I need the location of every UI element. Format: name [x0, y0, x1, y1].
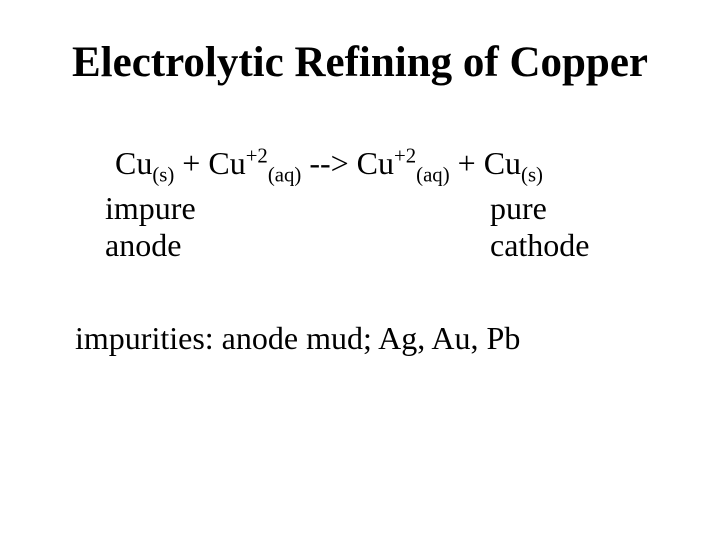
phase-aq2: (aq) [416, 163, 449, 186]
anode-label: impure anode [105, 190, 196, 264]
slide: Electrolytic Refining of Copper Cu(s) + … [0, 0, 720, 540]
cathode-label-line1: pure [490, 190, 590, 227]
species-cu2plus-left: Cu [208, 145, 245, 181]
species-cu2plus-right: Cu [357, 145, 394, 181]
arrow: --> [301, 145, 356, 181]
charge-2plus-right: +2 [394, 144, 416, 167]
impurities-text: impurities: anode mud; Ag, Au, Pb [75, 320, 520, 357]
page-title: Electrolytic Refining of Copper [0, 38, 720, 87]
reaction-equation: Cu(s) + Cu+2(aq) --> Cu+2(aq) + Cu(s) [115, 145, 543, 182]
phase-s2: (s) [521, 163, 543, 186]
cathode-label-line2: cathode [490, 227, 590, 264]
cathode-label: pure cathode [490, 190, 590, 264]
anode-label-line1: impure [105, 190, 196, 227]
charge-2plus-left: +2 [246, 144, 268, 167]
anode-label-line2: anode [105, 227, 196, 264]
phase-s1: (s) [152, 163, 174, 186]
species-cu-s-right: Cu [484, 145, 521, 181]
plus-2: + [450, 145, 484, 181]
species-cu-s-left: Cu [115, 145, 152, 181]
plus-1: + [174, 145, 208, 181]
phase-aq1: (aq) [268, 163, 301, 186]
